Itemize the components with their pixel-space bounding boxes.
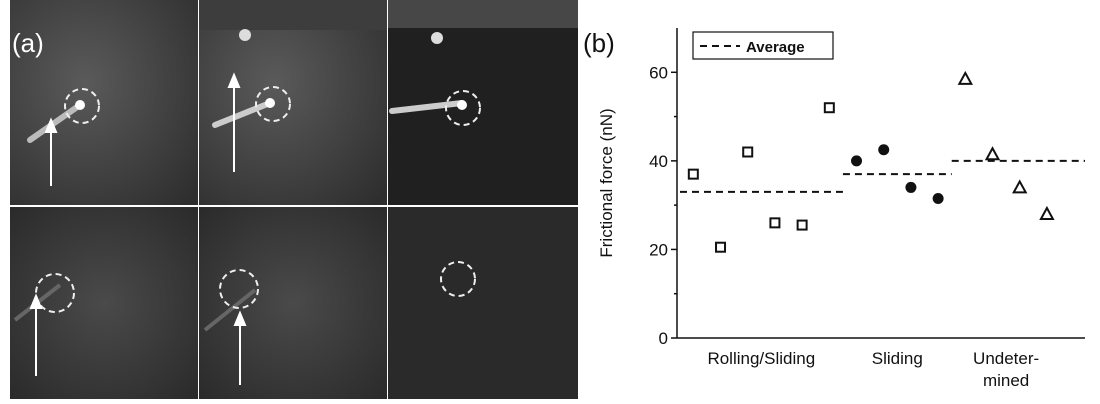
dashed-circle xyxy=(219,269,259,309)
marker-square xyxy=(715,241,727,253)
legend-label: Average xyxy=(746,39,805,56)
particle xyxy=(431,32,443,44)
marker-square xyxy=(769,217,781,229)
nanotube xyxy=(203,288,257,332)
marker-square xyxy=(687,168,699,180)
nanotube xyxy=(212,100,273,128)
y-tick-label: 0 xyxy=(659,329,668,348)
nanotube xyxy=(389,100,465,114)
dashed-circle xyxy=(445,90,481,126)
image xyxy=(388,0,578,205)
particle xyxy=(75,100,85,110)
y-axis-label: Frictional force (nN) xyxy=(597,108,616,257)
dashed-circle xyxy=(64,88,100,124)
particle xyxy=(457,100,467,110)
marker-triangle xyxy=(984,146,1001,161)
image xyxy=(388,207,578,399)
image xyxy=(10,207,198,399)
image-strip xyxy=(388,0,578,28)
microscopy-images: (a) xyxy=(10,0,578,399)
y-tick-label: 40 xyxy=(649,152,668,171)
marker-triangle xyxy=(1012,179,1028,194)
dashed-circle xyxy=(35,273,75,313)
marker-circle xyxy=(932,193,944,204)
dashed-circle xyxy=(440,261,476,297)
marker-triangle xyxy=(957,70,974,85)
arrow-head xyxy=(44,117,58,133)
particle xyxy=(265,98,275,108)
marker-circle xyxy=(851,155,863,167)
arrow-head xyxy=(29,293,43,309)
panel-label: (a) xyxy=(12,28,44,58)
image xyxy=(10,0,198,205)
image xyxy=(199,207,387,399)
y-tick-label: 60 xyxy=(649,63,668,82)
marker-square xyxy=(823,102,835,114)
category-label: Undeter- mined xyxy=(973,349,1040,390)
y-tick-label: 20 xyxy=(649,240,668,259)
particle xyxy=(239,29,251,41)
marker-square xyxy=(742,146,754,158)
arrow-head xyxy=(227,72,241,88)
panel-label: (b) xyxy=(583,28,615,58)
image-strip xyxy=(199,0,387,30)
marker-triangle xyxy=(1039,205,1055,220)
category-label: Rolling/Sliding xyxy=(707,349,816,368)
marker-circle xyxy=(905,181,917,193)
nanotube xyxy=(27,102,83,143)
marker-circle xyxy=(878,144,890,156)
image xyxy=(199,0,387,205)
category-label: Sliding xyxy=(871,349,923,368)
dashed-circle xyxy=(255,86,291,122)
marker-square xyxy=(796,219,808,231)
arrow-head xyxy=(233,310,247,326)
